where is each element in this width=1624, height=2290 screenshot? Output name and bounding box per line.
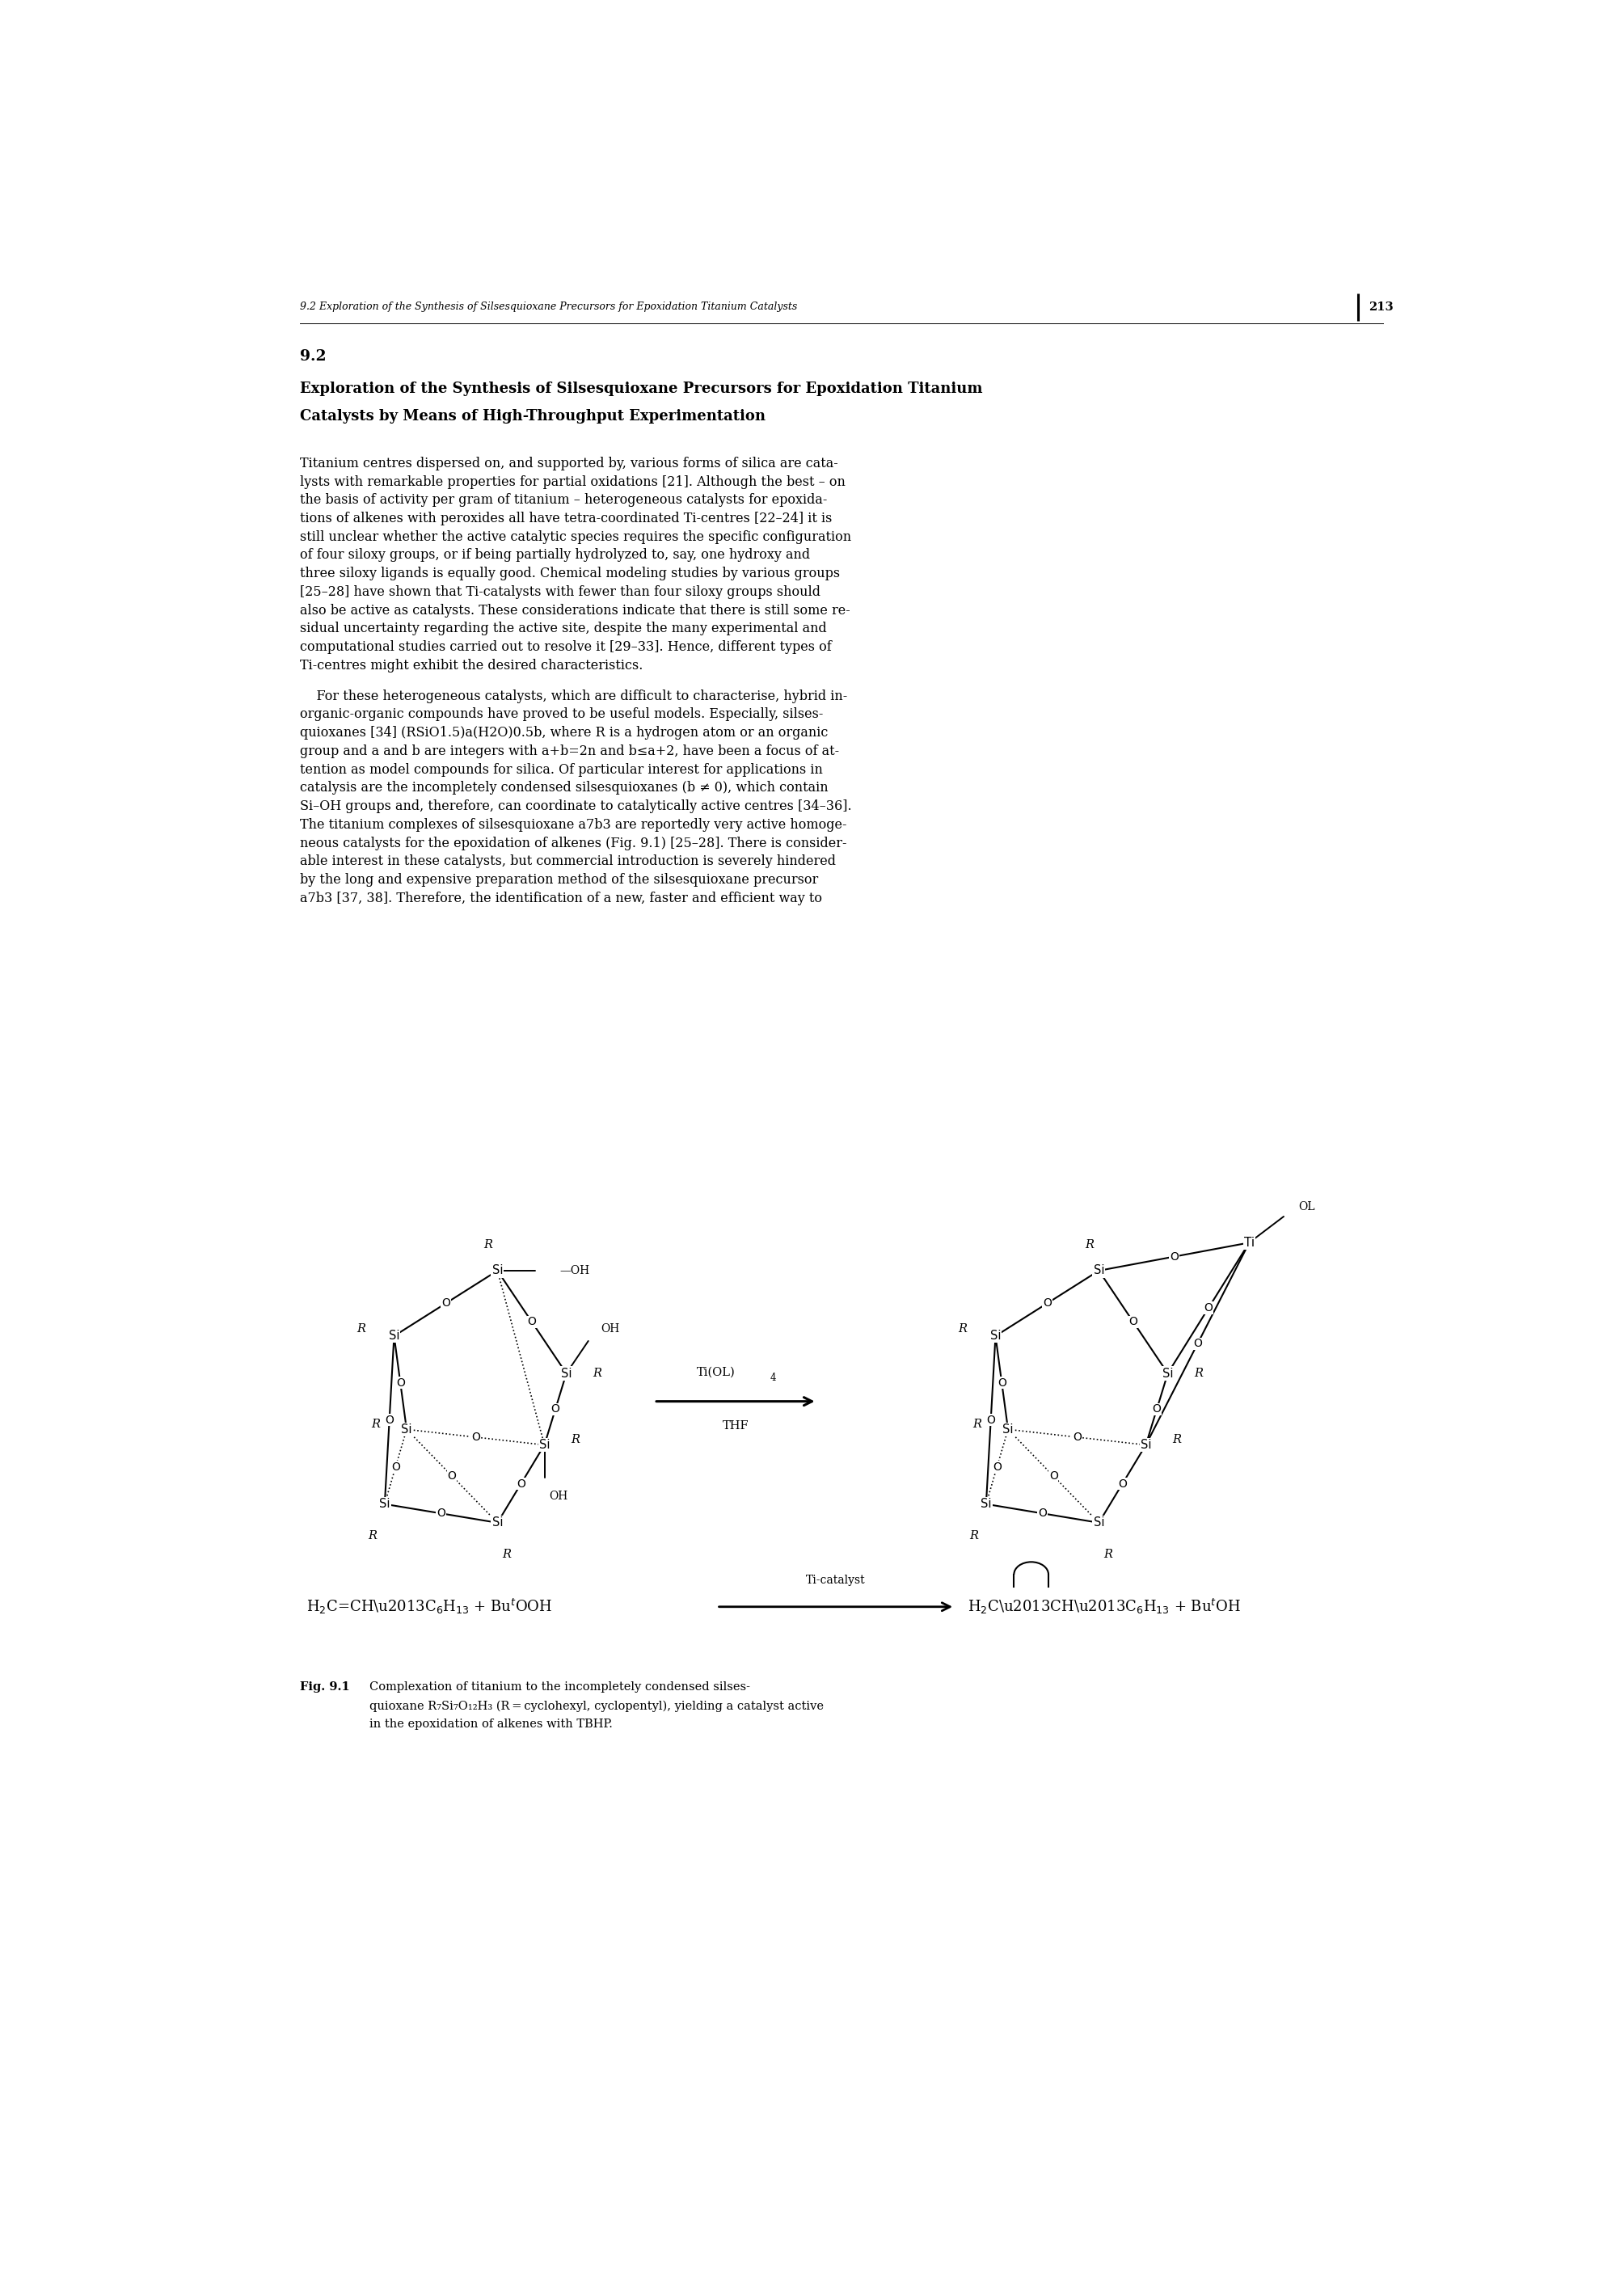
Text: R: R — [970, 1530, 978, 1541]
Text: Complexation of titanium to the incompletely condensed silses-: Complexation of titanium to the incomple… — [369, 1681, 750, 1692]
Text: quioxanes [34] (RSiO1.5)a(H2O)0.5b, where R is a hydrogen atom or an organic: quioxanes [34] (RSiO1.5)a(H2O)0.5b, wher… — [300, 726, 828, 740]
Text: O: O — [986, 1415, 996, 1427]
Text: H$_2$C\u2013CH\u2013C$_6$H$_{13}$ + Bu$^t$OH: H$_2$C\u2013CH\u2013C$_6$H$_{13}$ + Bu$^… — [968, 1598, 1241, 1617]
Text: Catalysts by Means of High-Throughput Experimentation: Catalysts by Means of High-Throughput Ex… — [300, 410, 767, 424]
Text: Si: Si — [401, 1424, 412, 1436]
Text: O: O — [528, 1317, 536, 1328]
Text: O: O — [1153, 1404, 1161, 1415]
Text: neous catalysts for the epoxidation of alkenes (Fig. 9.1) [25–28]. There is cons: neous catalysts for the epoxidation of a… — [300, 836, 848, 850]
Text: O: O — [391, 1461, 400, 1472]
Text: R: R — [367, 1530, 377, 1541]
Text: R: R — [357, 1324, 365, 1335]
Text: three siloxy ligands is equally good. Chemical modeling studies by various group: three siloxy ligands is equally good. Ch… — [300, 566, 840, 579]
Text: Si: Si — [1140, 1438, 1151, 1452]
Text: R: R — [1104, 1548, 1112, 1559]
Text: O: O — [1117, 1477, 1127, 1488]
Text: 9.2: 9.2 — [300, 350, 326, 364]
Text: Si–OH groups and, therefore, can coordinate to catalytically active centres [34–: Si–OH groups and, therefore, can coordin… — [300, 799, 853, 813]
Text: O: O — [992, 1461, 1002, 1472]
Text: Si: Si — [492, 1264, 503, 1278]
Text: the basis of activity per gram of titanium – heterogeneous catalysts for epoxida: the basis of activity per gram of titani… — [300, 492, 828, 506]
Text: Exploration of the Synthesis of Silsesquioxane Precursors for Epoxidation Titani: Exploration of the Synthesis of Silsesqu… — [300, 382, 983, 396]
Text: Fig. 9.1: Fig. 9.1 — [300, 1681, 351, 1692]
Text: in the epoxidation of alkenes with TBHP.: in the epoxidation of alkenes with TBHP. — [369, 1720, 612, 1731]
Text: R: R — [570, 1434, 580, 1445]
Text: Si: Si — [1093, 1516, 1104, 1530]
Text: O: O — [437, 1507, 445, 1518]
Text: R: R — [593, 1367, 601, 1379]
Text: Ti-centres might exhibit the desired characteristics.: Ti-centres might exhibit the desired cha… — [300, 660, 643, 673]
Text: R: R — [502, 1548, 512, 1559]
Text: also be active as catalysts. These considerations indicate that there is still s: also be active as catalysts. These consi… — [300, 605, 851, 618]
Text: still unclear whether the active catalytic species requires the specific configu: still unclear whether the active catalyt… — [300, 529, 851, 543]
Text: O: O — [1129, 1317, 1138, 1328]
Text: Si: Si — [560, 1367, 572, 1379]
Text: O: O — [448, 1470, 456, 1482]
Text: R: R — [1173, 1434, 1181, 1445]
Text: For these heterogeneous catalysts, which are difficult to characterise, hybrid i: For these heterogeneous catalysts, which… — [300, 689, 848, 703]
Text: O: O — [1203, 1303, 1213, 1314]
Text: catalysis are the incompletely condensed silsesquioxanes (b ≠ 0), which contain: catalysis are the incompletely condensed… — [300, 781, 828, 795]
Text: O: O — [1169, 1250, 1179, 1262]
Text: 4: 4 — [770, 1372, 776, 1383]
Text: Ti-catalyst: Ti-catalyst — [806, 1576, 866, 1587]
Text: [25–28] have shown that Ti-catalysts with fewer than four siloxy groups should: [25–28] have shown that Ti-catalysts wit… — [300, 584, 820, 598]
Text: H$_2$C=CH\u2013C$_6$H$_{13}$ + Bu$^t$OOH: H$_2$C=CH\u2013C$_6$H$_{13}$ + Bu$^t$OOH — [307, 1598, 552, 1617]
Text: OH: OH — [549, 1491, 568, 1502]
Text: O: O — [997, 1376, 1007, 1388]
Text: O: O — [396, 1376, 404, 1388]
Text: —OH: —OH — [560, 1264, 590, 1276]
Text: O: O — [1043, 1298, 1052, 1310]
Text: of four siloxy groups, or if being partially hydrolyzed to, say, one hydroxy and: of four siloxy groups, or if being parti… — [300, 547, 810, 561]
Text: Si: Si — [1093, 1264, 1104, 1278]
Text: sidual uncertainty regarding the active site, despite the many experimental and: sidual uncertainty regarding the active … — [300, 623, 827, 637]
Text: Ti: Ti — [1244, 1237, 1254, 1248]
Text: Si: Si — [539, 1438, 551, 1452]
Text: R: R — [958, 1324, 968, 1335]
Text: R: R — [973, 1420, 983, 1429]
Text: THF: THF — [723, 1420, 749, 1431]
Text: O: O — [551, 1404, 560, 1415]
Text: O: O — [471, 1431, 481, 1443]
Text: OH: OH — [601, 1324, 620, 1335]
Text: a7b3 [37, 38]. Therefore, the identification of a new, faster and efficient way : a7b3 [37, 38]. Therefore, the identifica… — [300, 891, 822, 905]
Text: by the long and expensive preparation method of the silsesquioxane precursor: by the long and expensive preparation me… — [300, 872, 818, 886]
Text: quioxane R₇Si₇O₁₂H₃ (R = cyclohexyl, cyclopentyl), yielding a catalyst active: quioxane R₇Si₇O₁₂H₃ (R = cyclohexyl, cyc… — [369, 1699, 823, 1711]
Text: Titanium centres dispersed on, and supported by, various forms of silica are cat: Titanium centres dispersed on, and suppo… — [300, 456, 838, 469]
Text: 213: 213 — [1369, 302, 1393, 314]
Text: Si: Si — [388, 1330, 400, 1342]
Text: Ti(OL): Ti(OL) — [697, 1367, 736, 1379]
Text: R: R — [1194, 1367, 1203, 1379]
Text: 9.2 Exploration of the Synthesis of Silsesquioxane Precursors for Epoxidation Ti: 9.2 Exploration of the Synthesis of Sils… — [300, 302, 797, 311]
Text: O: O — [1072, 1431, 1082, 1443]
Text: O: O — [385, 1415, 393, 1427]
Text: Si: Si — [1163, 1367, 1173, 1379]
Text: computational studies carried out to resolve it [29–33]. Hence, different types : computational studies carried out to res… — [300, 641, 831, 655]
Text: O: O — [516, 1477, 525, 1488]
Text: Si: Si — [492, 1516, 503, 1530]
Text: The titanium complexes of silsesquioxane a7b3 are reportedly very active homoge-: The titanium complexes of silsesquioxane… — [300, 818, 848, 831]
Text: organic-organic compounds have proved to be useful models. Especially, silses-: organic-organic compounds have proved to… — [300, 708, 823, 721]
Text: R: R — [484, 1239, 492, 1250]
Text: OL: OL — [1298, 1200, 1315, 1211]
Text: Si: Si — [380, 1498, 390, 1509]
Text: able interest in these catalysts, but commercial introduction is severely hinder: able interest in these catalysts, but co… — [300, 854, 836, 868]
Text: O: O — [1049, 1470, 1057, 1482]
Text: R: R — [1085, 1239, 1095, 1250]
Text: lysts with remarkable properties for partial oxidations [21]. Although the best : lysts with remarkable properties for par… — [300, 474, 846, 488]
Text: O: O — [1194, 1337, 1202, 1349]
Text: tention as model compounds for silica. Of particular interest for applications i: tention as model compounds for silica. O… — [300, 763, 823, 776]
Text: O: O — [1038, 1507, 1047, 1518]
Text: Si: Si — [991, 1330, 1000, 1342]
Text: Si: Si — [981, 1498, 992, 1509]
Text: Si: Si — [1002, 1424, 1013, 1436]
Text: O: O — [442, 1298, 450, 1310]
Text: group and a and b are integers with a+b=2n and b≤a+2, have been a focus of at-: group and a and b are integers with a+b=… — [300, 744, 840, 758]
Text: tions of alkenes with peroxides all have tetra-coordinated Ti-centres [22–24] it: tions of alkenes with peroxides all have… — [300, 511, 833, 524]
Text: R: R — [372, 1420, 380, 1429]
